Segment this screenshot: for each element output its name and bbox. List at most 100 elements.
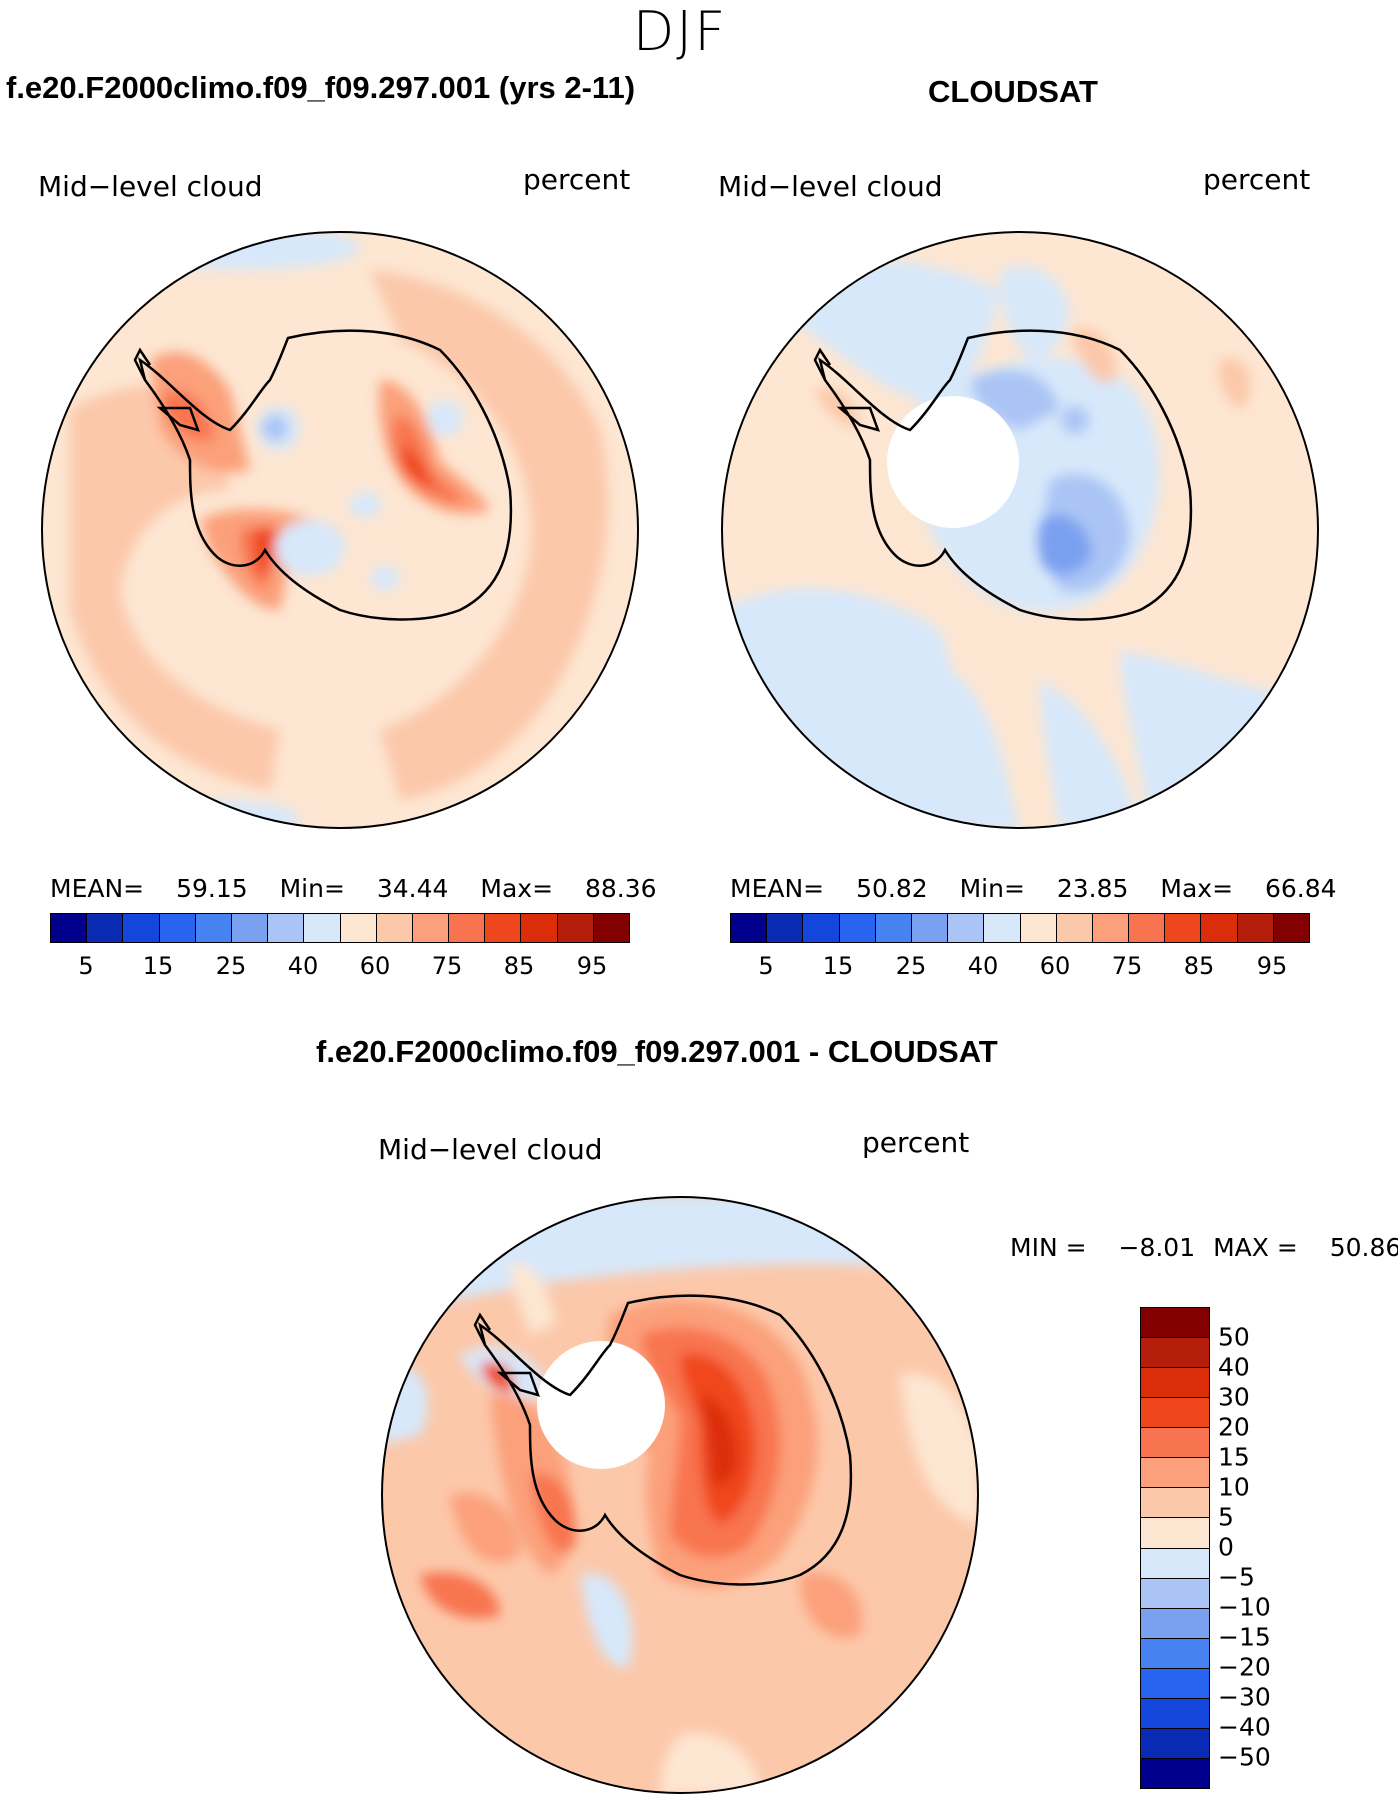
diff-polar-map <box>381 1196 979 1794</box>
diff-tick: −15 <box>1218 1622 1271 1652</box>
obs-panel-title: CLOUDSAT <box>928 74 1098 109</box>
colorbar-swatch <box>1141 1638 1209 1669</box>
colorbar-swatch <box>911 914 949 942</box>
diff-tick: 0 <box>1218 1532 1234 1562</box>
diff-tick: −50 <box>1218 1742 1271 1772</box>
diff-units-label: percent <box>862 1126 970 1159</box>
obs-tick: 40 <box>967 952 999 980</box>
diff-max-label: MAX = <box>1213 1233 1298 1262</box>
obs-min-label: Min= <box>959 874 1025 903</box>
obs-min-value: 23.85 <box>1056 874 1129 903</box>
model-min-label: Min= <box>279 874 345 903</box>
colorbar-swatch <box>948 914 985 942</box>
model-max-label: Max= <box>480 874 554 903</box>
colorbar-swatch <box>1141 1398 1209 1429</box>
colorbar-swatch <box>412 914 450 942</box>
colorbar-swatch <box>1141 1548 1209 1579</box>
model-panel-title: f.e20.F2000climo.f09_f09.297.001 (yrs 2-… <box>6 70 636 105</box>
colorbar-swatch <box>1141 1608 1209 1639</box>
diff-tick: −5 <box>1218 1562 1255 1592</box>
model-mean-value: 59.15 <box>176 874 248 903</box>
obs-tick: 15 <box>822 952 854 980</box>
colorbar-swatch <box>767 914 804 942</box>
model-tick: 95 <box>576 952 608 980</box>
colorbar-swatch <box>268 914 305 942</box>
diff-tick: −10 <box>1218 1592 1271 1622</box>
colorbar-swatch <box>521 914 558 942</box>
colorbar-swatch <box>1237 914 1274 942</box>
model-max-value: 88.36 <box>585 874 657 903</box>
diff-colorbar-ticks: 50 40 30 20 15 10 5 0 −5 −10 −15 −20 −30… <box>1218 1307 1298 1787</box>
diff-tick: −20 <box>1218 1652 1271 1682</box>
model-tick: 75 <box>431 952 463 980</box>
obs-max-value: 66.84 <box>1265 874 1337 903</box>
obs-variable-label: Mid−level cloud <box>718 170 943 203</box>
diff-stats: MIN = −8.01 MAX = 50.86 <box>1010 1233 1398 1262</box>
obs-tick: 60 <box>1039 952 1071 980</box>
diff-tick: 40 <box>1218 1352 1250 1382</box>
colorbar-swatch <box>1141 1758 1209 1788</box>
obs-tick: 95 <box>1256 952 1288 980</box>
colorbar-swatch <box>1141 1338 1209 1369</box>
obs-max-label: Max= <box>1160 874 1234 903</box>
colorbar-swatch <box>1129 914 1166 942</box>
colorbar-swatch <box>731 914 768 942</box>
diff-tick: 10 <box>1218 1472 1250 1502</box>
colorbar-swatch <box>1141 1578 1209 1609</box>
obs-tick: 5 <box>758 952 774 980</box>
model-tick: 60 <box>359 952 391 980</box>
model-tick: 85 <box>503 952 535 980</box>
colorbar-swatch <box>839 914 876 942</box>
colorbar-swatch <box>1141 1518 1209 1549</box>
diff-min-value: −8.01 <box>1118 1233 1196 1262</box>
colorbar-swatch <box>1020 914 1057 942</box>
colorbar-swatch <box>376 914 413 942</box>
colorbar-swatch <box>1273 914 1309 942</box>
obs-colorbar <box>730 913 1310 943</box>
obs-tick: 85 <box>1183 952 1215 980</box>
colorbar-swatch <box>304 914 341 942</box>
diff-variable-label: Mid−level cloud <box>378 1133 603 1166</box>
obs-tick: 75 <box>1111 952 1143 980</box>
model-variable-label: Mid−level cloud <box>38 170 263 203</box>
colorbar-swatch <box>123 914 160 942</box>
diff-max-value: 50.86 <box>1329 1233 1398 1262</box>
model-stats: MEAN= 59.15 Min= 34.44 Max= 88.36 <box>50 874 657 903</box>
model-colorbar <box>50 913 630 943</box>
model-polar-map <box>41 231 639 829</box>
colorbar-swatch <box>803 914 840 942</box>
colorbar-swatch <box>449 914 486 942</box>
model-tick: 25 <box>215 952 247 980</box>
obs-tick: 25 <box>895 952 927 980</box>
colorbar-swatch <box>1092 914 1130 942</box>
diff-min-label: MIN = <box>1010 1233 1087 1262</box>
season-title: DJF <box>632 0 728 63</box>
colorbar-swatch <box>51 914 88 942</box>
model-mean-label: MEAN= <box>50 874 145 903</box>
colorbar-swatch <box>159 914 196 942</box>
diff-tick: 20 <box>1218 1412 1250 1442</box>
model-colorbar-ticks: 5 15 25 40 60 75 85 95 <box>50 952 630 984</box>
colorbar-swatch <box>1201 914 1238 942</box>
colorbar-swatch <box>593 914 629 942</box>
obs-stats: MEAN= 50.82 Min= 23.85 Max= 66.84 <box>730 874 1337 903</box>
colorbar-swatch <box>1141 1368 1209 1399</box>
diff-tick: 15 <box>1218 1442 1250 1472</box>
diff-colorbar <box>1140 1307 1210 1789</box>
diff-tick: 5 <box>1218 1502 1234 1532</box>
model-tick: 40 <box>287 952 319 980</box>
colorbar-swatch <box>1141 1698 1209 1729</box>
diff-tick: −30 <box>1218 1682 1271 1712</box>
colorbar-swatch <box>1141 1308 1209 1339</box>
colorbar-swatch <box>87 914 124 942</box>
obs-mean-value: 50.82 <box>856 874 928 903</box>
model-tick: 15 <box>142 952 174 980</box>
colorbar-swatch <box>1141 1428 1209 1459</box>
colorbar-swatch <box>1141 1668 1209 1699</box>
model-units-label: percent <box>523 163 631 196</box>
colorbar-swatch <box>485 914 522 942</box>
colorbar-swatch <box>875 914 912 942</box>
diff-tick: 50 <box>1218 1322 1250 1352</box>
diff-panel-title: f.e20.F2000climo.f09_f09.297.001 - CLOUD… <box>316 1034 998 1069</box>
obs-polar-map <box>721 231 1319 829</box>
